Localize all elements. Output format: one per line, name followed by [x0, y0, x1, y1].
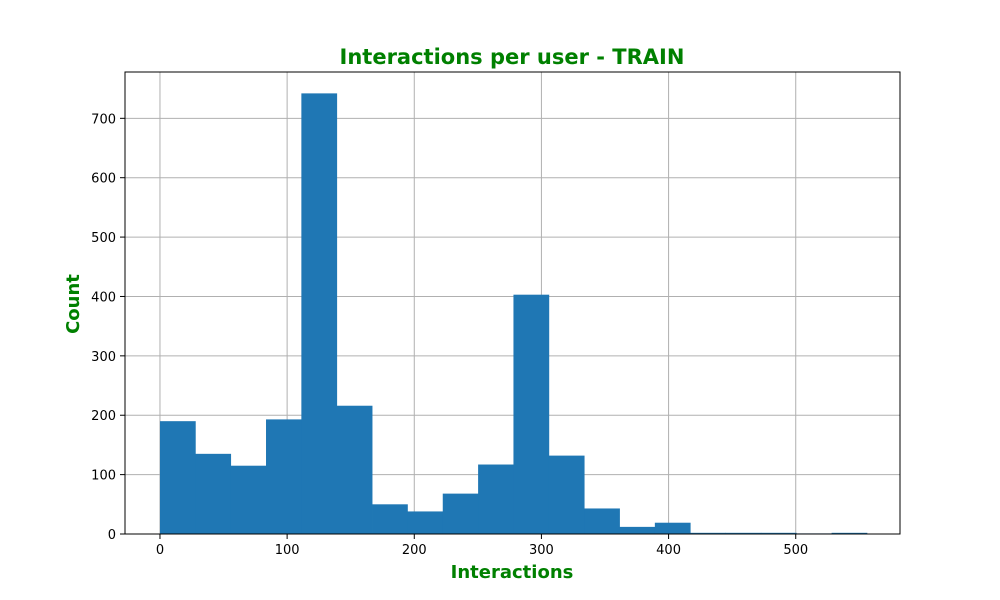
y-tick-label: 700 — [91, 112, 116, 127]
x-tick-label: 100 — [275, 543, 300, 558]
histogram-bar — [230, 465, 267, 534]
grid-layer — [125, 72, 900, 535]
histogram-bar — [442, 493, 479, 534]
histogram-bar — [336, 405, 373, 534]
histogram-bar — [159, 421, 196, 534]
x-tick-label: 0 — [156, 543, 164, 558]
y-tick-label: 0 — [108, 528, 116, 543]
histogram-bar — [478, 464, 514, 534]
x-tick-label: 500 — [783, 543, 808, 558]
histogram-bar — [619, 526, 656, 534]
histogram-bar — [584, 508, 620, 534]
y-tick-label: 600 — [91, 172, 116, 187]
histogram-bar — [725, 532, 762, 534]
y-tick-label: 200 — [91, 409, 116, 424]
histogram-bar — [266, 419, 302, 534]
histogram-bar — [301, 93, 338, 534]
y-axis-label: Count — [63, 274, 84, 334]
histogram-bar — [548, 455, 585, 534]
x-axis-label: Interactions — [451, 562, 574, 583]
histogram-bar — [372, 504, 408, 534]
chart-title: Interactions per user - TRAIN — [340, 45, 685, 69]
x-tick-label: 400 — [656, 543, 681, 558]
histogram-bar — [195, 453, 232, 534]
histogram-bar — [760, 532, 797, 534]
plot-frame — [124, 71, 901, 535]
x-tick-label: 200 — [402, 543, 427, 558]
x-tick-label: 300 — [529, 543, 554, 558]
bars-layer — [159, 93, 868, 534]
histogram-bar — [407, 511, 444, 534]
histogram-bar — [831, 532, 868, 534]
ticks-layer: 0 100 200 300 400 500 0 100 200 300 400 500 600 700 — [91, 112, 808, 558]
y-tick-label: 500 — [91, 231, 116, 246]
histogram-bar — [513, 294, 550, 534]
y-tick-label: 400 — [91, 290, 116, 305]
histogram-bar — [654, 522, 691, 534]
histogram-bar — [690, 532, 726, 534]
y-tick-label: 100 — [91, 469, 116, 484]
y-tick-label: 300 — [91, 350, 116, 365]
